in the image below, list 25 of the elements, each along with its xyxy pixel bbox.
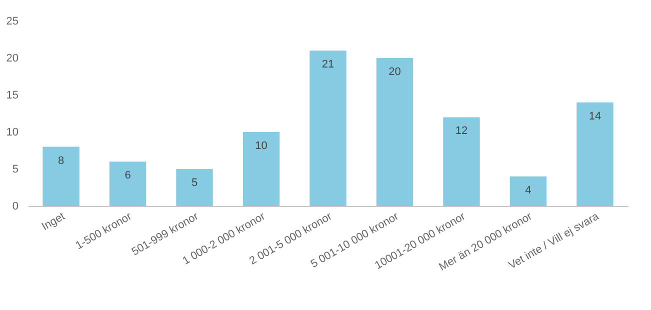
data-label: 14 bbox=[588, 110, 602, 122]
bar bbox=[109, 162, 146, 206]
bar bbox=[376, 58, 414, 206]
bar bbox=[310, 50, 346, 206]
y-tick-label: 25 bbox=[6, 16, 18, 28]
data-label: 12 bbox=[455, 125, 468, 138]
data-label: 6 bbox=[124, 170, 131, 182]
bar bbox=[510, 176, 547, 206]
data-label: 20 bbox=[388, 66, 401, 78]
y-tick-label: 20 bbox=[6, 52, 18, 64]
data-label: 10 bbox=[255, 140, 268, 152]
y-tick-label: 10 bbox=[6, 126, 18, 138]
data-label: 21 bbox=[322, 58, 334, 71]
data-label: 4 bbox=[525, 184, 532, 196]
bar bbox=[443, 117, 480, 206]
data-label: 8 bbox=[58, 154, 64, 167]
y-tick-label: 5 bbox=[12, 164, 18, 176]
bar bbox=[42, 146, 80, 206]
bar bbox=[576, 102, 614, 206]
bar bbox=[176, 169, 213, 206]
data-label: 5 bbox=[191, 177, 198, 189]
y-tick-label: 15 bbox=[6, 90, 18, 102]
y-tick-label: 0 bbox=[12, 200, 18, 212]
bar bbox=[242, 132, 280, 206]
x-tick-label: Inget bbox=[40, 210, 68, 234]
